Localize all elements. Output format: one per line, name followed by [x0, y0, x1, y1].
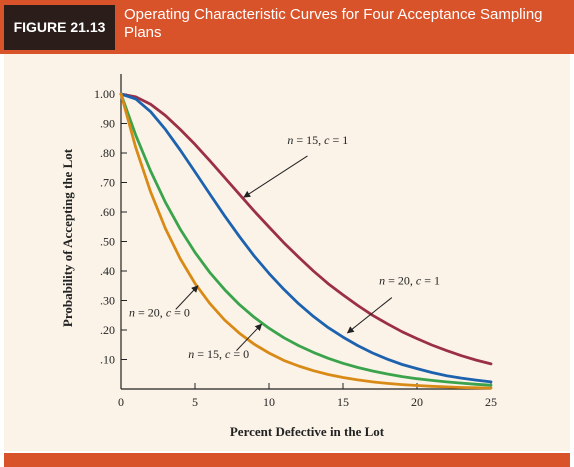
figure-title: Operating Characteristic Curves for Four… — [124, 6, 543, 41]
y-tick-label: .70 — [100, 176, 115, 190]
annotation-arrow-n-15-c-1 — [243, 155, 308, 198]
y-tick-label: .60 — [100, 205, 115, 219]
y-tick-label: .90 — [100, 117, 115, 131]
annotations: n = 15, c = 1 n = 20, c = 1 n = 20, c = 0 n… — [129, 133, 440, 361]
x-axis-label: Percent Defective in the Lot — [230, 424, 385, 439]
annotation-arrow-n-20-c-1 — [346, 297, 393, 334]
annotation-label-n-15-c-0: n = 15, c = 0 — [188, 347, 249, 361]
series-group — [119, 92, 493, 390]
x-tick-label: 25 — [485, 395, 497, 409]
series-line-n-15-c-0 — [119, 92, 493, 387]
series-line-n-15-c-1 — [119, 92, 493, 366]
y-tick-label: .10 — [100, 353, 115, 367]
figure-label: FIGURE 21.13 — [4, 5, 115, 50]
x-tick-label: 10 — [263, 395, 275, 409]
series-line-n-20-c-0 — [119, 92, 493, 390]
annotation-arrow-n-15-c-0 — [236, 323, 263, 351]
annotation-label-n-15-c-1: n = 15, c = 1 — [287, 133, 348, 147]
y-tick-label: .40 — [100, 264, 115, 278]
annotation-label-n-20-c-0: n = 20, c = 0 — [129, 306, 190, 320]
y-tick-label: .50 — [100, 235, 115, 249]
x-tick-label: 0 — [118, 395, 124, 409]
y-tick-label: .20 — [100, 323, 115, 337]
axes: .10 .20 .30 .40 .50 .60 .70 .80 .90 1.00 0 5 10 15 20 2… — [94, 74, 497, 409]
series-line-n-20-c-1 — [119, 92, 493, 384]
x-tick-label: 15 — [337, 395, 349, 409]
annotation-label-n-20-c-1: n = 20, c = 1 — [379, 273, 440, 287]
x-tick-label: 20 — [411, 395, 423, 409]
annotation-arrow-n-20-c-0 — [175, 285, 199, 310]
y-tick-label: .30 — [100, 294, 115, 308]
x-tick-label: 5 — [192, 395, 198, 409]
y-tick-label: .80 — [100, 146, 115, 160]
y-tick-label: 1.00 — [94, 87, 115, 101]
y-axis-label: Probability of Accepting the Lot — [60, 148, 75, 327]
figure-bottom-bar — [4, 453, 570, 467]
